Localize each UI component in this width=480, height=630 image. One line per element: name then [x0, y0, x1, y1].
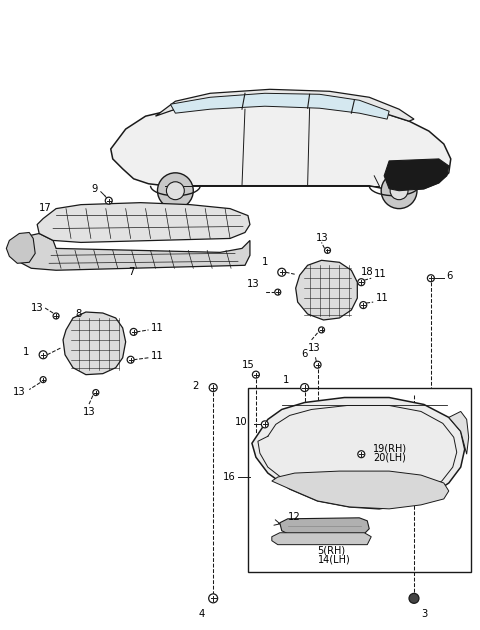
- Circle shape: [167, 182, 184, 200]
- Text: 17: 17: [39, 203, 52, 213]
- Polygon shape: [37, 203, 250, 243]
- Text: 18: 18: [361, 267, 374, 277]
- Circle shape: [358, 278, 365, 285]
- Text: 3: 3: [421, 609, 427, 619]
- Circle shape: [275, 289, 281, 295]
- Circle shape: [209, 384, 217, 392]
- Circle shape: [409, 593, 419, 604]
- Text: 13: 13: [247, 279, 260, 289]
- Text: 6: 6: [301, 349, 308, 358]
- Circle shape: [209, 594, 217, 603]
- Circle shape: [93, 389, 99, 396]
- Text: 12: 12: [288, 512, 300, 522]
- Circle shape: [252, 371, 259, 378]
- Text: 5(RH): 5(RH): [318, 546, 346, 556]
- Circle shape: [53, 313, 59, 319]
- Text: 11: 11: [151, 323, 163, 333]
- Text: 16: 16: [223, 472, 236, 482]
- Text: 13: 13: [13, 387, 26, 396]
- Bar: [248, 387, 471, 571]
- Polygon shape: [111, 104, 451, 191]
- Circle shape: [300, 384, 309, 392]
- Circle shape: [40, 377, 46, 382]
- Circle shape: [390, 182, 408, 200]
- Circle shape: [105, 197, 112, 204]
- Text: 14(LH): 14(LH): [318, 554, 350, 564]
- Text: 15: 15: [242, 360, 255, 370]
- Polygon shape: [272, 471, 449, 509]
- Text: 1: 1: [23, 346, 29, 357]
- Polygon shape: [296, 260, 357, 320]
- Polygon shape: [170, 93, 389, 119]
- Text: 11: 11: [376, 293, 389, 303]
- Text: 11: 11: [374, 269, 387, 279]
- Polygon shape: [272, 533, 371, 545]
- Polygon shape: [384, 159, 449, 191]
- Text: 6: 6: [446, 272, 452, 281]
- Circle shape: [278, 268, 286, 276]
- Text: 1: 1: [262, 257, 268, 267]
- Text: 9: 9: [92, 184, 98, 194]
- Text: 20(LH): 20(LH): [373, 452, 406, 462]
- Circle shape: [127, 356, 134, 364]
- Polygon shape: [6, 232, 35, 263]
- Circle shape: [314, 361, 321, 368]
- Circle shape: [39, 351, 47, 358]
- Text: 11: 11: [151, 351, 163, 361]
- Circle shape: [319, 327, 324, 333]
- Text: 8: 8: [76, 309, 82, 319]
- Circle shape: [157, 173, 193, 209]
- Text: 2: 2: [192, 381, 198, 391]
- Polygon shape: [156, 89, 414, 121]
- Circle shape: [130, 328, 137, 335]
- Text: 13: 13: [308, 343, 320, 353]
- Text: 1: 1: [283, 375, 290, 385]
- Circle shape: [262, 421, 268, 428]
- Polygon shape: [63, 312, 126, 375]
- Text: 7: 7: [129, 267, 135, 277]
- Circle shape: [427, 275, 434, 282]
- Text: 13: 13: [31, 303, 44, 313]
- Text: 13: 13: [315, 234, 328, 243]
- Circle shape: [381, 173, 417, 209]
- Polygon shape: [280, 518, 369, 535]
- Circle shape: [324, 248, 330, 253]
- Polygon shape: [252, 398, 465, 509]
- Polygon shape: [449, 411, 468, 454]
- Polygon shape: [12, 234, 250, 270]
- Circle shape: [360, 302, 367, 309]
- Circle shape: [358, 450, 365, 457]
- Text: 13: 13: [83, 408, 96, 418]
- Text: 10: 10: [235, 418, 248, 427]
- Text: 4: 4: [199, 609, 205, 619]
- Text: 19(RH): 19(RH): [373, 444, 408, 453]
